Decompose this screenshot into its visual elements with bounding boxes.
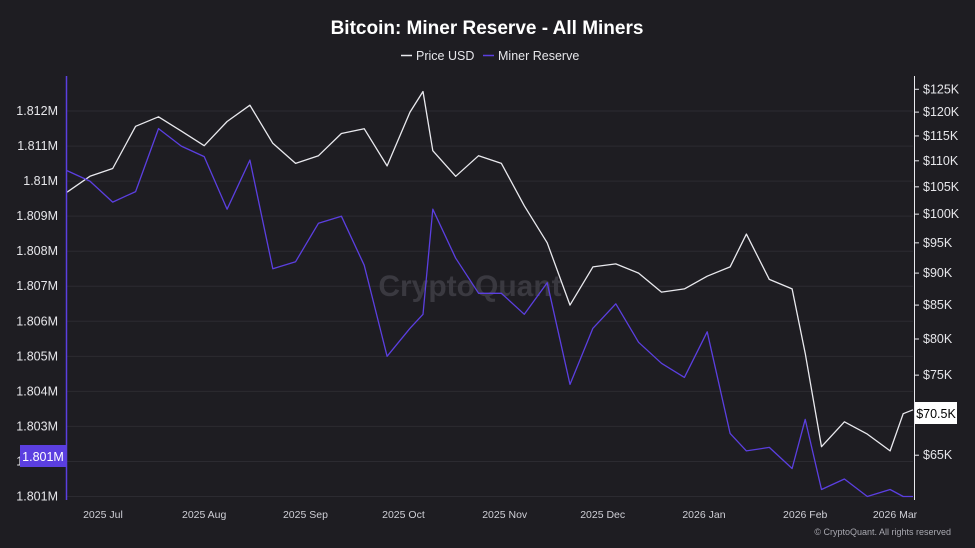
x-tick-label: 2025 Dec bbox=[580, 509, 625, 521]
left-tick-label: 1.809M bbox=[16, 209, 58, 223]
right-axis-ticks: $125K $120K $115K $110K $105K $100K $95K $90K $8… bbox=[914, 82, 960, 462]
right-tick-label: $100K bbox=[923, 207, 960, 221]
right-tick-label: $110K bbox=[923, 154, 959, 168]
right-tick-label: $85K bbox=[923, 298, 953, 312]
right-tick-label: $120K bbox=[923, 105, 960, 119]
left-tick-label: 1.804M bbox=[16, 384, 58, 398]
x-tick-label: 2025 Oct bbox=[382, 509, 425, 521]
right-tick-label: $90K bbox=[923, 266, 953, 280]
chart-title: Bitcoin: Miner Reserve - All Miners bbox=[331, 18, 644, 39]
left-tick-label: 1.803M bbox=[16, 419, 58, 433]
x-tick-label: 2026 Jan bbox=[682, 509, 725, 521]
reserve-last-value-badge: 1.801M bbox=[20, 445, 66, 467]
x-tick-label: 2025 Jul bbox=[83, 509, 123, 521]
right-tick-label: $80K bbox=[923, 332, 953, 346]
left-tick-label: 1.808M bbox=[16, 244, 58, 258]
watermark: CryptoQuant bbox=[378, 270, 561, 303]
left-axis-ticks: 1.812M 1.811M 1.81M 1.809M 1.808M 1.807M 1.806… bbox=[16, 104, 58, 503]
right-tick-label: $65K bbox=[923, 448, 953, 462]
x-tick-label: 2025 Nov bbox=[482, 509, 528, 521]
price-badge-bg bbox=[915, 402, 957, 424]
x-tick-label: 2026 Mar bbox=[873, 509, 918, 521]
right-tick-label: $95K bbox=[923, 236, 953, 250]
copyright-credit: © CryptoQuant. All rights reserved bbox=[814, 527, 951, 537]
legend-label-reserve[interactable]: Miner Reserve bbox=[498, 49, 579, 63]
legend-label-price[interactable]: Price USD bbox=[416, 49, 474, 63]
x-tick-label: 2026 Feb bbox=[783, 509, 828, 521]
price-last-value-badge: $70.5K bbox=[915, 402, 957, 424]
x-tick-label: 2025 Aug bbox=[182, 509, 227, 521]
miner-reserve-line[interactable] bbox=[66, 127, 913, 498]
price-usd-line[interactable] bbox=[66, 90, 914, 452]
left-tick-label: 1.806M bbox=[16, 314, 58, 328]
grid-lines bbox=[67, 110, 913, 497]
right-tick-label: $125K bbox=[923, 82, 960, 96]
right-tick-label: $75K bbox=[923, 368, 953, 382]
left-tick-label: 1.811M bbox=[17, 139, 58, 153]
price-badge-value: $70.5K bbox=[916, 407, 956, 421]
x-tick-label: 2025 Sep bbox=[283, 509, 328, 521]
series-layer bbox=[66, 90, 914, 498]
reserve-badge-bg bbox=[20, 445, 66, 467]
left-tick-label: 1.81M bbox=[23, 174, 58, 188]
left-tick-label: 1.805M bbox=[16, 349, 58, 363]
left-tick-label: 1.801M bbox=[16, 489, 58, 503]
x-axis-ticks: 2025 Jul 2025 Aug 2025 Sep 2025 Oct 2025 Nov… bbox=[83, 509, 918, 521]
left-tick-label: 1.807M bbox=[16, 279, 58, 293]
reserve-badge-value: 1.801M bbox=[22, 450, 64, 464]
left-tick-label: 1.812M bbox=[16, 104, 58, 118]
right-tick-label: $115K bbox=[923, 129, 959, 143]
legend: Price USD Miner Reserve bbox=[401, 49, 579, 63]
right-tick-label: $105K bbox=[923, 180, 960, 194]
